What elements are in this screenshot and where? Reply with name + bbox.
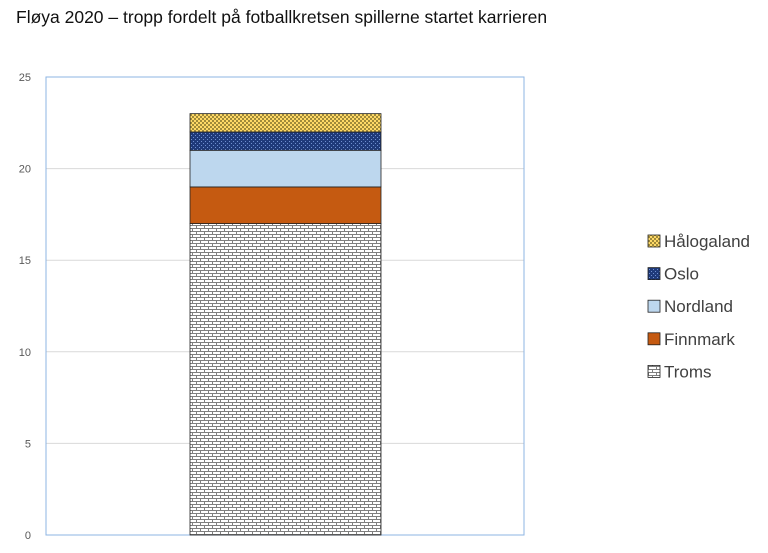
bar-segment-h-logaland	[189, 113, 382, 133]
bar-segment-nordland	[189, 149, 382, 188]
legend-swatch	[647, 267, 661, 281]
y-tick-label: 0	[25, 530, 31, 542]
legend-swatch	[647, 299, 661, 313]
legend-label: Nordland	[664, 297, 733, 316]
legend-label: Hålogaland	[664, 232, 750, 251]
y-tick-label: 5	[25, 438, 31, 450]
legend-label: Troms	[664, 362, 712, 381]
y-tick-label: 20	[19, 164, 31, 176]
legend-swatch	[647, 364, 661, 378]
bar-segment-troms	[189, 223, 382, 536]
y-tick-label: 15	[19, 255, 31, 267]
chart-title: Fløya 2020 – tropp fordelt på fotballkre…	[16, 7, 548, 27]
legend-swatch	[647, 234, 661, 248]
legend-label: Finnmark	[664, 330, 735, 349]
y-tick-label: 25	[19, 72, 31, 84]
y-tick-label: 10	[19, 347, 31, 359]
legend-swatch	[647, 332, 661, 346]
bar-segment-oslo	[189, 131, 382, 151]
bar-segment-finnmark	[189, 186, 382, 224]
legend-label: Oslo	[664, 265, 699, 284]
